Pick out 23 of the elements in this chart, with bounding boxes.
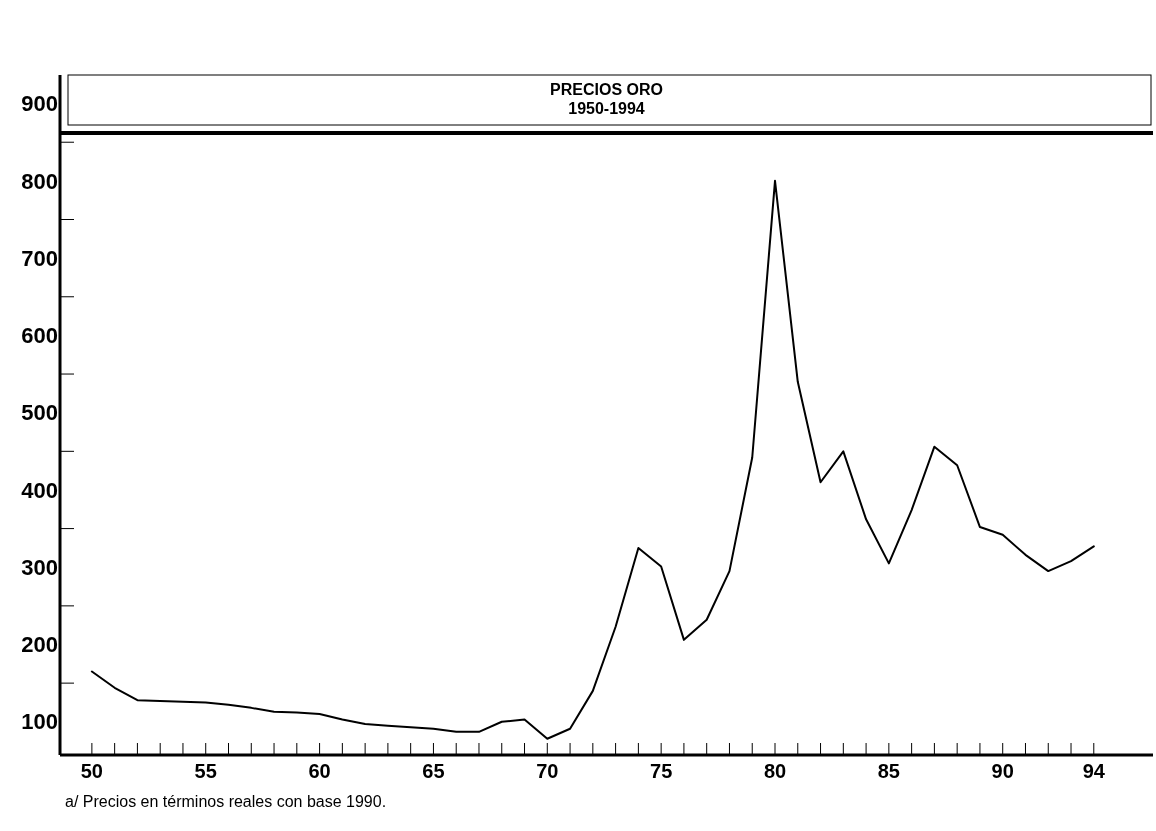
chart-title: PRECIOS ORO: [550, 81, 663, 98]
x-tick-label: 60: [308, 760, 331, 782]
x-tick-label: 55: [194, 760, 217, 782]
x-tick-label: 75: [650, 760, 673, 782]
x-tick-label: 50: [80, 760, 103, 782]
text: a/ Precios en términos reales con base 1990.: [65, 793, 387, 810]
line-series: [90, 179, 1095, 740]
x-tick-label: 80: [763, 760, 787, 782]
text: 1950-1994: [568, 100, 645, 117]
y-tick-label: 600: [21, 323, 58, 349]
y-tick-label: 800: [21, 168, 58, 194]
x-tick-label: 85: [877, 760, 900, 782]
y-tick-label: 100: [21, 709, 58, 735]
y-tick-label: 900: [21, 91, 58, 117]
x-tick-label: 65: [422, 760, 445, 782]
y-tick-label: 400: [21, 477, 58, 503]
x-tick-label: 90: [991, 760, 1014, 782]
y-tick-label: 200: [21, 632, 58, 658]
y-tick-label: 300: [21, 554, 58, 580]
y-tick-label: 700: [21, 245, 58, 271]
y-tick-label: 500: [21, 400, 58, 426]
x-tick-label: 94: [1082, 760, 1106, 782]
x-tick-label: 70: [536, 760, 559, 782]
